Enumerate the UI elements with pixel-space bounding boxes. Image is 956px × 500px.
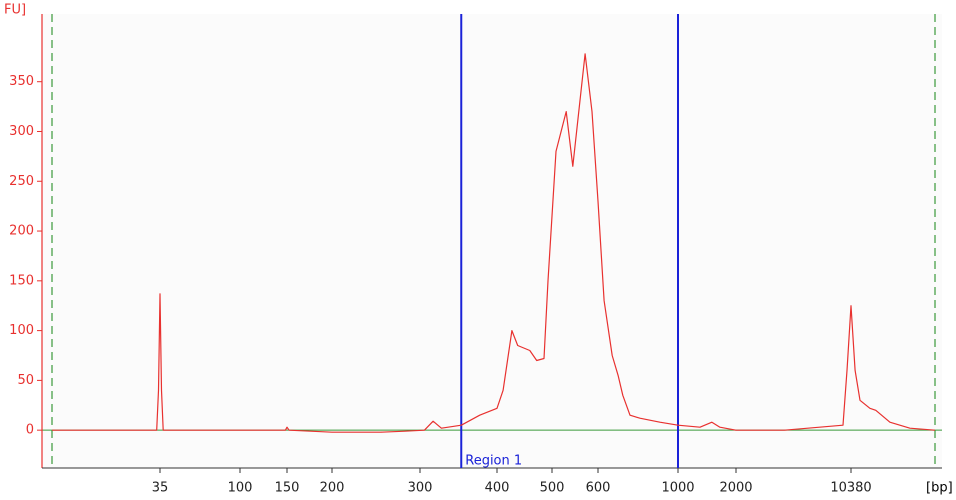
y-tick-label: 0 xyxy=(26,423,34,438)
trace xyxy=(52,53,936,433)
y-tick-label: 250 xyxy=(9,174,34,189)
plot-area xyxy=(42,14,942,468)
x-tick-label: 500 xyxy=(540,481,565,496)
y-tick-label: 350 xyxy=(9,74,34,89)
x-tick-label: 35 xyxy=(152,481,169,496)
x-tick-label: 300 xyxy=(408,481,433,496)
x-tick-label: 200 xyxy=(320,481,345,496)
x-tick-label: 150 xyxy=(275,481,300,496)
x-tick-label: 1000 xyxy=(661,481,694,496)
y-tick-label: 150 xyxy=(9,273,34,288)
x-tick-label: 400 xyxy=(485,481,510,496)
x-tick-label: 600 xyxy=(586,481,611,496)
x-axis-label: [bp] xyxy=(926,481,953,496)
y-tick-label: 50 xyxy=(17,373,34,388)
x-tick-label: 100 xyxy=(228,481,253,496)
y-tick-label: 300 xyxy=(9,124,34,139)
x-tick-label: 2000 xyxy=(719,481,752,496)
y-axis-label: FU] xyxy=(4,3,26,18)
x-tick-label: 10380 xyxy=(830,481,871,496)
region-label: Region 1 xyxy=(465,454,522,469)
y-tick-label: 200 xyxy=(9,224,34,239)
y-tick-label: 100 xyxy=(9,323,34,338)
